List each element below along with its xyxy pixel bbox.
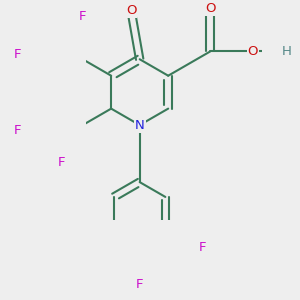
Text: O: O xyxy=(126,4,136,17)
Text: F: F xyxy=(58,156,65,169)
Text: F: F xyxy=(136,278,143,291)
Text: O: O xyxy=(205,2,215,15)
Text: N: N xyxy=(135,118,145,132)
Text: F: F xyxy=(199,242,206,254)
Text: F: F xyxy=(79,10,86,23)
Text: F: F xyxy=(14,48,21,61)
Text: H: H xyxy=(282,45,292,58)
Text: O: O xyxy=(248,45,258,58)
Text: F: F xyxy=(14,124,21,136)
